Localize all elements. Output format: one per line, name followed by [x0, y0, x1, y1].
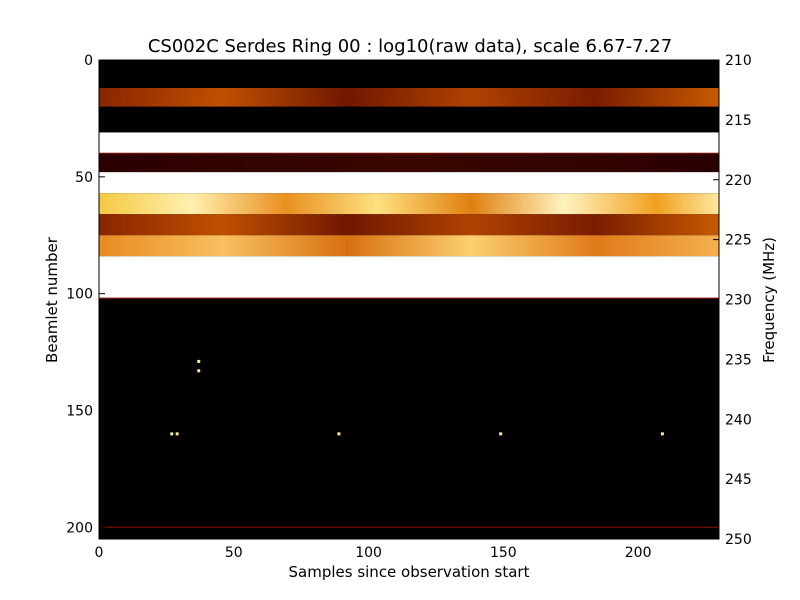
band-4 [99, 153, 719, 173]
band-8 [99, 235, 719, 257]
hot-pixel-5 [499, 432, 503, 436]
x-tick-label-2: 100 [355, 545, 382, 561]
y-tick-label-0: 0 [84, 53, 93, 69]
chart-title: CS002C Serdes Ring 00 : log10(raw data),… [148, 36, 672, 57]
hot-pixel-2 [170, 432, 174, 436]
y-tick-label-2: 100 [66, 287, 93, 303]
band-10 [99, 298, 719, 539]
y2-tick-label-1: 215 [725, 113, 752, 129]
y2-tick-label-8: 250 [725, 532, 752, 548]
band-2 [99, 106, 719, 133]
hot-pixel-6 [660, 432, 664, 436]
y2-axis: 210 215 220 225 230 235 240 245 250 [713, 53, 752, 548]
hot-pixel-4 [337, 432, 341, 436]
x-tick-label-0: 0 [95, 545, 104, 561]
y2-tick-label-6: 240 [725, 412, 752, 428]
y2-tick-label-4: 230 [725, 293, 752, 309]
x-axis: 0 50 100 150 200 [95, 60, 652, 561]
x-tick-label-1: 50 [225, 545, 243, 561]
y2-tick-label-7: 245 [725, 472, 752, 488]
band-1 [99, 88, 719, 107]
band-5 [99, 172, 719, 194]
y2-axis-label: Frequency (MHz) [760, 237, 778, 363]
band-3 [99, 132, 719, 154]
band-9 [99, 256, 719, 299]
hot-pixel-3 [175, 432, 179, 436]
band-0 [99, 69, 719, 89]
x-axis-label: Samples since observation start [289, 563, 530, 581]
y-tick-label-1: 50 [75, 170, 93, 186]
y2-tick-label-3: 225 [725, 233, 752, 249]
y-axis-label: Beamlet number [43, 236, 61, 363]
hot-pixel-1 [197, 369, 201, 373]
y2-tick-label-2: 220 [725, 173, 752, 189]
y2-tick-label-5: 235 [725, 352, 752, 368]
y-tick-label-4: 200 [66, 520, 93, 536]
band-7 [99, 214, 719, 236]
y2-tick-label-0: 210 [725, 53, 752, 69]
x-tick-label-3: 150 [490, 545, 517, 561]
x-tick-label-4: 200 [625, 545, 652, 561]
plot-area [99, 60, 719, 539]
y-axis: 0 50 100 150 200 [66, 53, 105, 536]
hot-pixel-0 [197, 359, 201, 363]
band-6 [99, 193, 719, 215]
y-tick-label-3: 150 [66, 403, 93, 419]
